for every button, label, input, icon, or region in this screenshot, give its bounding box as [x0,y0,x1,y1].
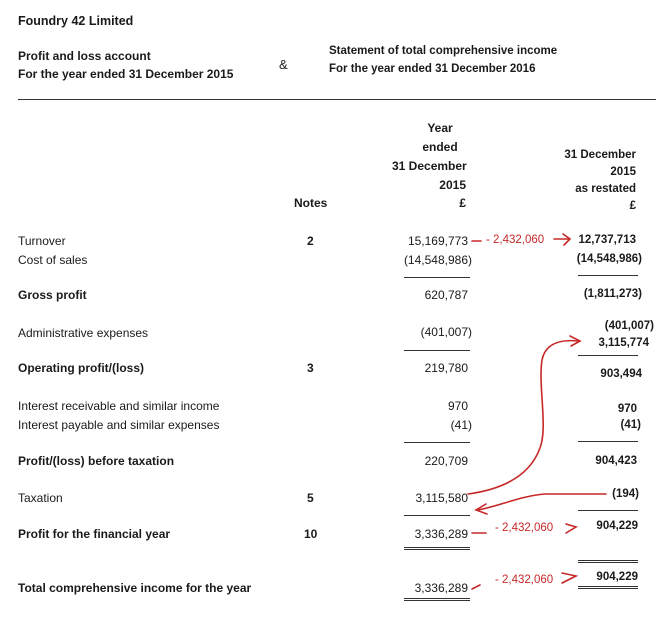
oci-period: For the year ended 31 December 2016 [329,63,536,75]
rule-total-ci-1 [404,598,470,601]
annotation-adjustment-total: - 2,432,060 [495,574,554,586]
row-v1-gross-profit: 620,787 [424,288,468,302]
row-label-turnover: Turnover [18,234,66,248]
row-note-turnover: 2 [307,234,314,248]
annotation-dash-total [471,584,481,590]
rule-tax-1 [404,515,470,516]
rule-admin-2 [578,355,638,356]
row-v1-interest-payable: (41) [450,418,472,432]
rule-interest-1 [404,442,470,443]
row-note-operating-profit: 3 [307,361,314,375]
col1-h1: Year [427,121,453,135]
col1-h5: £ [459,196,466,210]
rule-profit-year-1 [404,547,470,550]
col1-h2: ended [422,140,458,154]
row-label-admin-expenses: Administrative expenses [18,326,149,340]
rule-tax-2 [578,510,638,511]
col2-h4: £ [629,200,636,212]
notes-header: Notes [294,196,328,210]
row-v1-taxation: 3,115,580 [415,491,469,505]
pl-period: For the year ended 31 December 2015 [18,67,234,81]
annotation-adjustment-profit: - 2,432,060 [495,522,554,534]
col1-h3: 31 December [392,159,467,173]
row-v1-operating-profit: 219,780 [424,361,468,375]
annotation-adjustment-turnover: - 2,432,060 [486,234,545,246]
row-v2-profit-before-tax: 904,423 [595,455,637,467]
row-v1-admin-expenses: (401,007) [420,325,472,339]
row-v2-interest-payable: (41) [620,419,641,431]
pl-title: Profit and loss account [18,49,151,63]
row-v1-interest-receivable: 970 [447,399,468,413]
row-v2-cost-of-sales: (14,548,986) [576,253,642,265]
col2-h1: 31 December [564,149,636,161]
header-rule [18,99,656,100]
row-label-taxation: Taxation [18,491,63,505]
rule-cos-1 [404,277,470,278]
row-label-interest-receivable: Interest receivable and similar income [18,399,220,413]
row-label-cost-of-sales: Cost of sales [18,253,88,267]
row-label-profit-year: Profit for the financial year [18,527,171,541]
row-v1-total-ci: 3,336,289 [414,581,468,595]
row-note-profit-year: 10 [304,527,318,541]
row-v2-turnover: 12,737,713 [578,234,636,246]
col2-h3: as restated [575,183,636,195]
col1-h4: 2015 [439,178,466,192]
row-v2-total-ci: 904,229 [596,571,638,583]
row-v1-profit-year: 3,336,289 [414,527,468,541]
rule-profit-year-2 [578,560,638,563]
row-v2-interest-receivable: 970 [617,403,637,415]
annotation-arrow-taxation [474,503,488,515]
row-note-taxation: 5 [307,491,314,505]
row-v1-cost-of-sales: (14,548,986) [403,253,472,267]
ampersand: & [279,57,288,72]
row-label-total-ci: Total comprehensive income for the year [18,581,252,595]
rule-cos-2 [578,275,638,276]
row-v2b-admin-adjustment: 3,115,774 [598,337,649,349]
row-v2-gross-profit: (1,811,273) [583,288,642,300]
rule-admin-1 [404,350,470,351]
annotation-curve-reclass [467,339,579,495]
rule-interest-2 [578,441,638,442]
row-label-operating-profit: Operating profit/(loss) [18,361,144,375]
row-v1-turnover: 15,169,773 [407,234,468,248]
row-label-profit-before-tax: Profit/(loss) before taxation [18,454,175,468]
row-v2-profit-year: 904,229 [596,520,638,532]
row-v1-profit-before-tax: 220,709 [424,454,468,468]
rule-total-ci-2 [578,586,638,589]
row-v2-taxation: (194) [612,488,639,500]
row-v2-operating-profit: 903,494 [600,368,642,380]
oci-title: Statement of total comprehensive income [329,45,558,57]
row-v2-admin-expenses: (401,007) [604,320,654,332]
col2-h2: 2015 [610,166,636,178]
row-label-gross-profit: Gross profit [18,288,87,302]
row-label-interest-payable: Interest payable and similar expenses [18,418,220,432]
company-name: Foundry 42 Limited [18,14,134,28]
